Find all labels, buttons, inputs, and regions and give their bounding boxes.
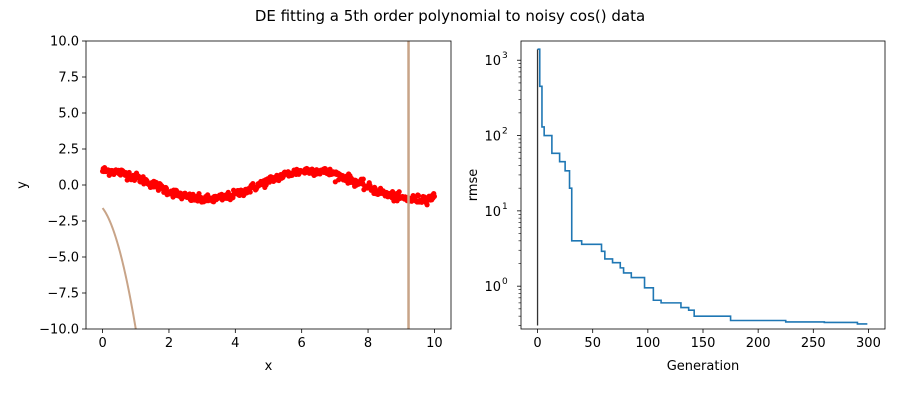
data-point [424,202,430,208]
x-tick-label: 150 [691,336,716,351]
x-tick-label: 200 [746,336,771,351]
x-tick-label: 0 [533,336,541,351]
y-tick-label: 10 [484,54,501,69]
y-tick-label: 10 [484,280,501,295]
data-point [266,179,273,185]
fit-curve [101,207,137,329]
y-tick-exponent: 1 [502,202,508,212]
x-tick-label: 4 [231,336,239,351]
y-tick-exponent: 3 [502,51,508,61]
convergence-plot-x-label: Generation [667,359,740,374]
x-tick-label: 6 [298,336,306,351]
y-tick-label: 7.5 [58,71,79,86]
data-point [396,189,402,195]
fit-plot-x-label: x [265,359,273,374]
y-tick-label: 5.0 [58,107,79,122]
y-tick-label: −5.0 [47,251,79,266]
x-tick-label: 10 [426,336,443,351]
data-point [415,192,422,199]
x-tick-label: 0 [98,336,106,351]
x-tick-label: 2 [165,336,173,351]
y-tick-label: −2.5 [47,215,79,230]
y-tick-exponent: 2 [502,127,508,137]
data-point [360,176,366,182]
y-tick-label: 0.0 [58,179,79,194]
fit-plot-y-label: y [15,181,30,189]
x-tick-label: 250 [801,336,826,351]
data-point [196,191,202,197]
data-point [431,193,438,200]
figure-title: DE fitting a 5th order polynomial to noi… [255,7,645,25]
x-tick-label: 8 [364,336,372,351]
y-tick-label: 10 [484,130,501,145]
y-tick-label: −7.5 [47,287,79,302]
convergence-plot-frame [520,40,886,330]
x-tick-label: 300 [856,336,881,351]
data-point [247,189,253,195]
x-tick-label: 50 [584,336,601,351]
convergence-plot-y-label: rmse [466,169,481,202]
fit-plot: 0 2 4 6 8 10 −10.0 −7.5 −5.0 −2.5 0.0 2.5 5.0 7.5 10.0… [15,35,452,374]
y-tick-label: 10.0 [50,35,79,50]
y-tick-label: 10 [484,205,501,220]
data-point [179,196,185,202]
rmse-line [537,48,868,325]
y-tick-label: −10.0 [39,323,79,338]
x-tick-label: 100 [635,336,660,351]
y-tick-exponent: 0 [502,277,508,287]
y-tick-label: 2.5 [58,143,79,158]
